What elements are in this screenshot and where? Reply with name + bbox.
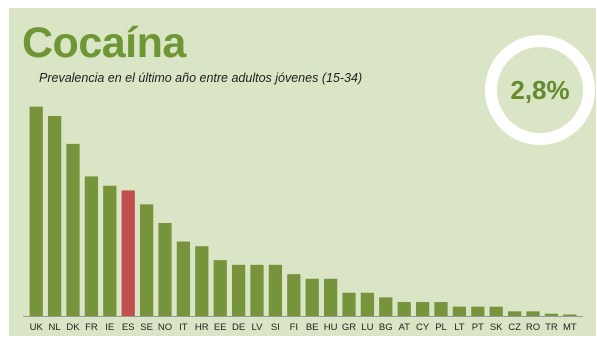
- tick-label-at: AT: [398, 322, 410, 333]
- bar-lu: [360, 292, 375, 316]
- tick-label-uk: UK: [30, 322, 44, 333]
- bar-si: [268, 264, 283, 316]
- highlight-value: 2,8%: [510, 74, 570, 105]
- bar-gr: [342, 292, 356, 316]
- bars-group: [29, 106, 577, 317]
- bar-be: [305, 278, 319, 316]
- bar-fi: [287, 274, 301, 316]
- tick-labels-group: UK NL DK FR IE ES SE NO IT HR EE DE LV SI FI BE HU GR LU BG…: [30, 322, 577, 333]
- tick-label-it: IT: [179, 322, 188, 333]
- tick-label-pl: PL: [435, 322, 447, 333]
- bar-pl: [434, 302, 448, 316]
- bar-cy: [415, 302, 430, 316]
- bar-ie: [103, 185, 117, 316]
- bar-de: [231, 264, 246, 316]
- bar-ee: [213, 260, 227, 316]
- bar-hr: [195, 246, 209, 316]
- bar-bg: [379, 297, 393, 316]
- tick-label-be: BE: [306, 322, 319, 333]
- bar-tr: [544, 313, 559, 316]
- tick-label-lv: LV: [252, 322, 264, 333]
- tick-label-cz: CZ: [508, 322, 521, 333]
- tick-label-fr: FR: [85, 322, 98, 333]
- bar-lt: [452, 306, 467, 316]
- tick-label-si: SI: [271, 322, 280, 333]
- bar-mt: [563, 314, 577, 316]
- bar-at: [397, 302, 411, 316]
- bar-uk: [29, 106, 43, 317]
- tick-label-fi: FI: [290, 322, 298, 333]
- bar-pt: [471, 306, 485, 316]
- tick-label-nl: NL: [49, 322, 61, 333]
- bar-se: [139, 204, 154, 316]
- bar-nl: [47, 115, 62, 317]
- tick-label-hu: HU: [324, 322, 338, 333]
- tick-label-sk: SK: [490, 322, 503, 333]
- tick-label-gr: GR: [342, 322, 356, 333]
- tick-label-tr: TR: [545, 322, 558, 333]
- tick-label-dk: DK: [66, 322, 80, 333]
- bar-lv: [250, 264, 264, 316]
- tick-label-no: NO: [158, 322, 172, 333]
- tick-label-cy: CY: [416, 322, 430, 333]
- bar-ro: [526, 311, 540, 316]
- bar-dk: [66, 143, 80, 316]
- tick-label-hr: HR: [195, 322, 209, 333]
- bar-fr: [84, 176, 99, 316]
- bar-sk: [489, 306, 503, 316]
- chart-title: Cocaína: [22, 19, 186, 67]
- tick-label-lu: LU: [361, 322, 373, 333]
- bar-cz: [507, 311, 522, 316]
- tick-label-se: SE: [140, 322, 153, 333]
- tick-label-mt: MT: [563, 322, 577, 333]
- bar-es: [121, 190, 135, 316]
- tick-label-lt: LT: [454, 322, 465, 333]
- chart-subtitle: Prevalencia en el último año entre adult…: [39, 71, 363, 85]
- tick-label-pt: PT: [472, 322, 484, 333]
- tick-label-ee: EE: [214, 322, 227, 333]
- tick-label-de: DE: [232, 322, 245, 333]
- tick-label-es: ES: [122, 322, 135, 333]
- bar-no: [158, 222, 172, 316]
- tick-label-bg: BG: [379, 322, 393, 333]
- tick-label-ie: IE: [105, 322, 114, 333]
- tick-label-ro: RO: [526, 322, 540, 333]
- bar-it: [176, 241, 191, 316]
- bar-hu: [323, 278, 338, 316]
